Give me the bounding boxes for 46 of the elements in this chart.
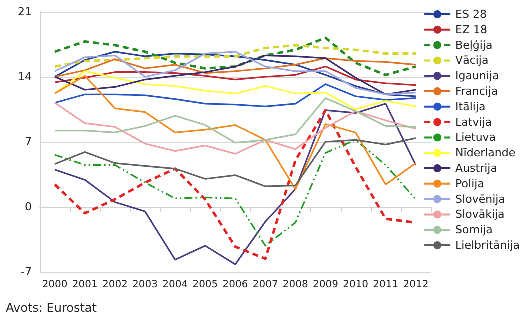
legend-label: Francija (456, 85, 498, 98)
legend-label: Beļģija (456, 38, 493, 52)
line-series (54, 70, 417, 110)
x-tick-label: 2004 (162, 280, 188, 290)
legend-label: Igaunija (456, 70, 500, 83)
legend-label: Somija (456, 224, 493, 237)
x-tick-label: 2001 (72, 280, 98, 290)
line-series (54, 84, 417, 108)
line-series (54, 44, 418, 68)
y-tick-label: 0 (25, 200, 32, 214)
x-tick-label: 2012 (403, 280, 429, 290)
line-series (54, 36, 418, 76)
legend-label: Nīderlande (456, 146, 516, 160)
legend-label: Lielbritānija (456, 239, 520, 252)
legend-label: ES 28 (456, 8, 487, 21)
x-tick-label: 2010 (343, 280, 369, 290)
line-series (54, 102, 417, 155)
y-tick-label: -7 (21, 266, 32, 278)
legend-label: Austrija (456, 162, 498, 175)
legend-label: Vācija (456, 54, 489, 68)
x-tick-label: 2000 (42, 280, 68, 290)
legend-label: Slovākija (456, 208, 505, 222)
x-tick-label: 2005 (192, 280, 218, 290)
line-series (54, 139, 417, 247)
x-tick-label: 2003 (132, 280, 158, 290)
legend-label: Lietuva (456, 131, 496, 144)
x-tick-label: 2002 (102, 280, 128, 290)
x-tick-label: 2009 (313, 280, 338, 290)
x-tick-label: 2011 (373, 280, 399, 290)
legend-label: Slovēnija (456, 192, 506, 206)
legend-label: Latvija (456, 116, 492, 129)
text: Avots: Eurostat (6, 301, 98, 315)
legend-label: Polija (456, 177, 484, 190)
line-series (54, 66, 417, 86)
x-tick-label: 2006 (222, 280, 248, 290)
x-tick-label: 2007 (252, 280, 278, 290)
line-series (54, 75, 417, 190)
y-tick-label: 14 (18, 70, 32, 84)
line-series (54, 58, 417, 78)
x-tick-label: 2008 (282, 280, 308, 290)
y-tick-label: 21 (18, 6, 32, 18)
line-series (54, 98, 417, 144)
legend-label: EZ 18 (456, 23, 488, 36)
line-series (54, 137, 417, 188)
y-tick-label: 7 (25, 136, 32, 148)
legend-label: Itālija (456, 100, 486, 114)
